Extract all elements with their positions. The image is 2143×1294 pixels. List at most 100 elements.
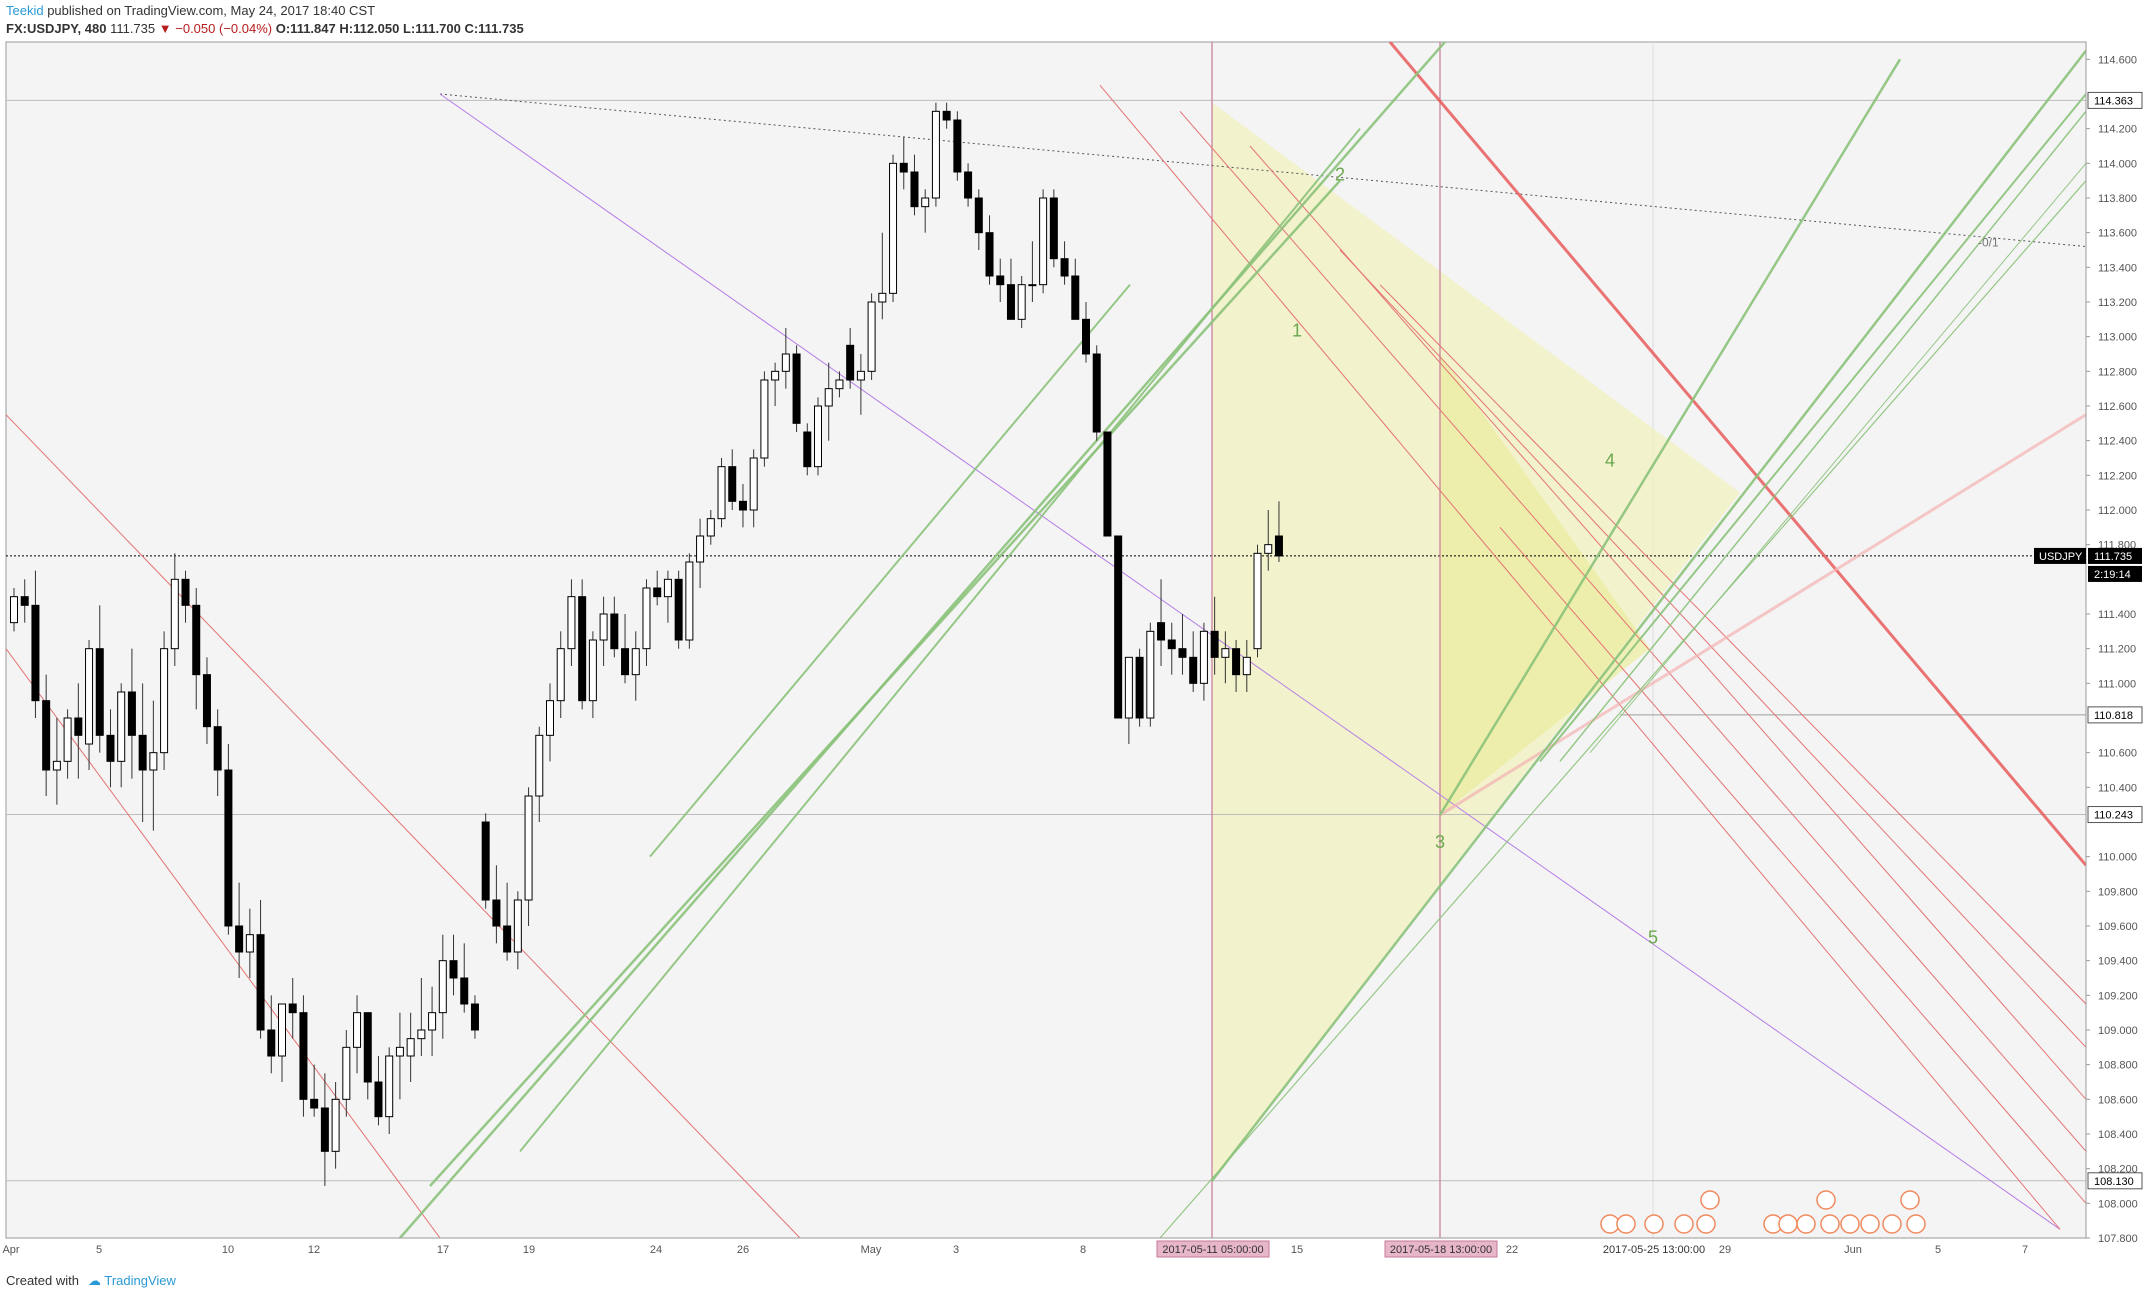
candle-body [835, 379, 844, 390]
price-tick-label: 108.600 [2098, 1094, 2138, 1106]
price-tick-label: 114.000 [2098, 158, 2137, 170]
candle-body [846, 344, 855, 381]
price-tick-label: 112.000 [2098, 505, 2137, 517]
fib-fan-label: -0/1 [1978, 236, 1999, 250]
symbol-badge-label: USDJPY [2039, 551, 2083, 563]
current-price-label: 111.735 [2094, 551, 2132, 563]
price-tick-label: 109.400 [2098, 956, 2138, 968]
candle-body [1232, 648, 1241, 676]
event-flag-icon [1700, 1190, 1720, 1210]
candle-body [1178, 648, 1187, 658]
symbol-label: FX:USDJPY, 480 [6, 21, 107, 36]
time-tick-label: 5 [96, 1244, 102, 1256]
symbol-badge [2034, 547, 2086, 564]
trendline-red-thick [1388, 42, 2086, 867]
event-flag-icon [1860, 1214, 1880, 1234]
candle-body [856, 370, 865, 381]
candle-body [428, 1012, 437, 1031]
candle-body [256, 934, 265, 1031]
candle-body [202, 674, 211, 728]
candle-body [1157, 622, 1166, 641]
candle-body [406, 1038, 415, 1057]
candle-body [814, 405, 822, 468]
wave-label: 4 [1605, 451, 1615, 471]
time-tick-label: 29 [1719, 1244, 1731, 1256]
tradingview-logo[interactable]: ☁ TradingView [88, 1273, 176, 1289]
candle-body [803, 431, 812, 468]
candle-body [1082, 318, 1090, 355]
trendline-red [6, 414, 801, 1238]
candle-body [728, 466, 737, 502]
candle-body [653, 587, 662, 598]
price-tick-label: 109.600 [2098, 921, 2138, 933]
candle-body [556, 648, 565, 702]
candle-body [717, 466, 726, 520]
candle-body [663, 578, 672, 598]
price-axis[interactable]: 114.600 114.200 114.000 113.800 113.600 113.4… [2034, 42, 2143, 1245]
price-level-badge [2087, 706, 2143, 724]
candle-body [267, 1029, 276, 1057]
countdown-label: 2:19:14 [2094, 569, 2131, 581]
candle-body [160, 648, 169, 754]
author-link[interactable]: Teekid [6, 3, 44, 18]
price-level-badge [2087, 1172, 2143, 1190]
time-tick-label: 10 [222, 1244, 234, 1256]
candle-body [149, 752, 158, 771]
candle-body [996, 275, 1005, 286]
price-tick-label: 114.600 [2098, 54, 2137, 66]
last-price: 111.735 [110, 21, 156, 36]
candle-body [546, 700, 554, 736]
trendline-red [1379, 284, 2086, 1005]
candle-body [374, 1081, 383, 1118]
event-flag-icon [1882, 1214, 1902, 1234]
price-tick-label: 112.400 [2098, 436, 2137, 448]
price-tick-label: 110.000 [2098, 852, 2137, 864]
candle-body [931, 110, 940, 199]
candle-body [1071, 275, 1080, 320]
current-price-badge [2088, 547, 2142, 564]
price-level-label: 110.243 [2094, 810, 2133, 822]
candle-body [910, 171, 919, 208]
candle-body [1274, 535, 1283, 557]
candle-body [85, 648, 94, 745]
trendline-green [519, 128, 1361, 1152]
wave-label: 5 [1648, 927, 1658, 947]
candle-body [63, 717, 72, 762]
candle-body [1167, 639, 1176, 650]
event-flag-icon [1674, 1214, 1694, 1234]
candle-body [1221, 648, 1230, 658]
candle-body [438, 960, 447, 1014]
candle-body [1189, 656, 1198, 684]
candle-body [492, 899, 501, 927]
trendline-dotted [439, 93, 2086, 248]
trendline-red [1339, 249, 2086, 1048]
overlay-labels: 1 2 3 4 5 -0/1 [1292, 165, 1999, 948]
time-tick-label: 8 [1080, 1244, 1086, 1256]
candle-body [503, 925, 512, 953]
ohlc-low: L:111.700 [402, 21, 461, 36]
time-tick-label: 24 [650, 1244, 662, 1256]
time-axis[interactable]: Apr 5 10 12 17 19 24 26 May 3 8 15 22 29 Jun 5 7 2017-05-… [2, 1237, 2086, 1258]
candle-body [481, 821, 490, 901]
candle-body [20, 596, 29, 606]
candle-body [1092, 353, 1101, 433]
candle-body [867, 301, 876, 372]
candle-body [460, 977, 469, 1005]
candle-body [192, 604, 201, 676]
time-tick-label: May [861, 1244, 882, 1256]
countdown-badge [2088, 565, 2142, 582]
price-tick-label: 113.200 [2098, 297, 2137, 309]
trendline-red [1499, 527, 2086, 1204]
publish-text: published on TradingView.com, May 24, 20… [47, 3, 376, 18]
candle-body [138, 734, 147, 771]
candle-body [42, 700, 51, 771]
event-flag-icon [1644, 1214, 1664, 1234]
trendline-red [1179, 111, 2086, 1152]
event-flag-icon [1820, 1214, 1840, 1234]
price-level-label: 110.818 [2094, 710, 2133, 722]
economic-events[interactable] [1600, 1190, 1926, 1234]
price-tick-label: 109.200 [2098, 990, 2138, 1002]
wave-label: 2 [1335, 165, 1345, 185]
candle-body [320, 1107, 329, 1152]
